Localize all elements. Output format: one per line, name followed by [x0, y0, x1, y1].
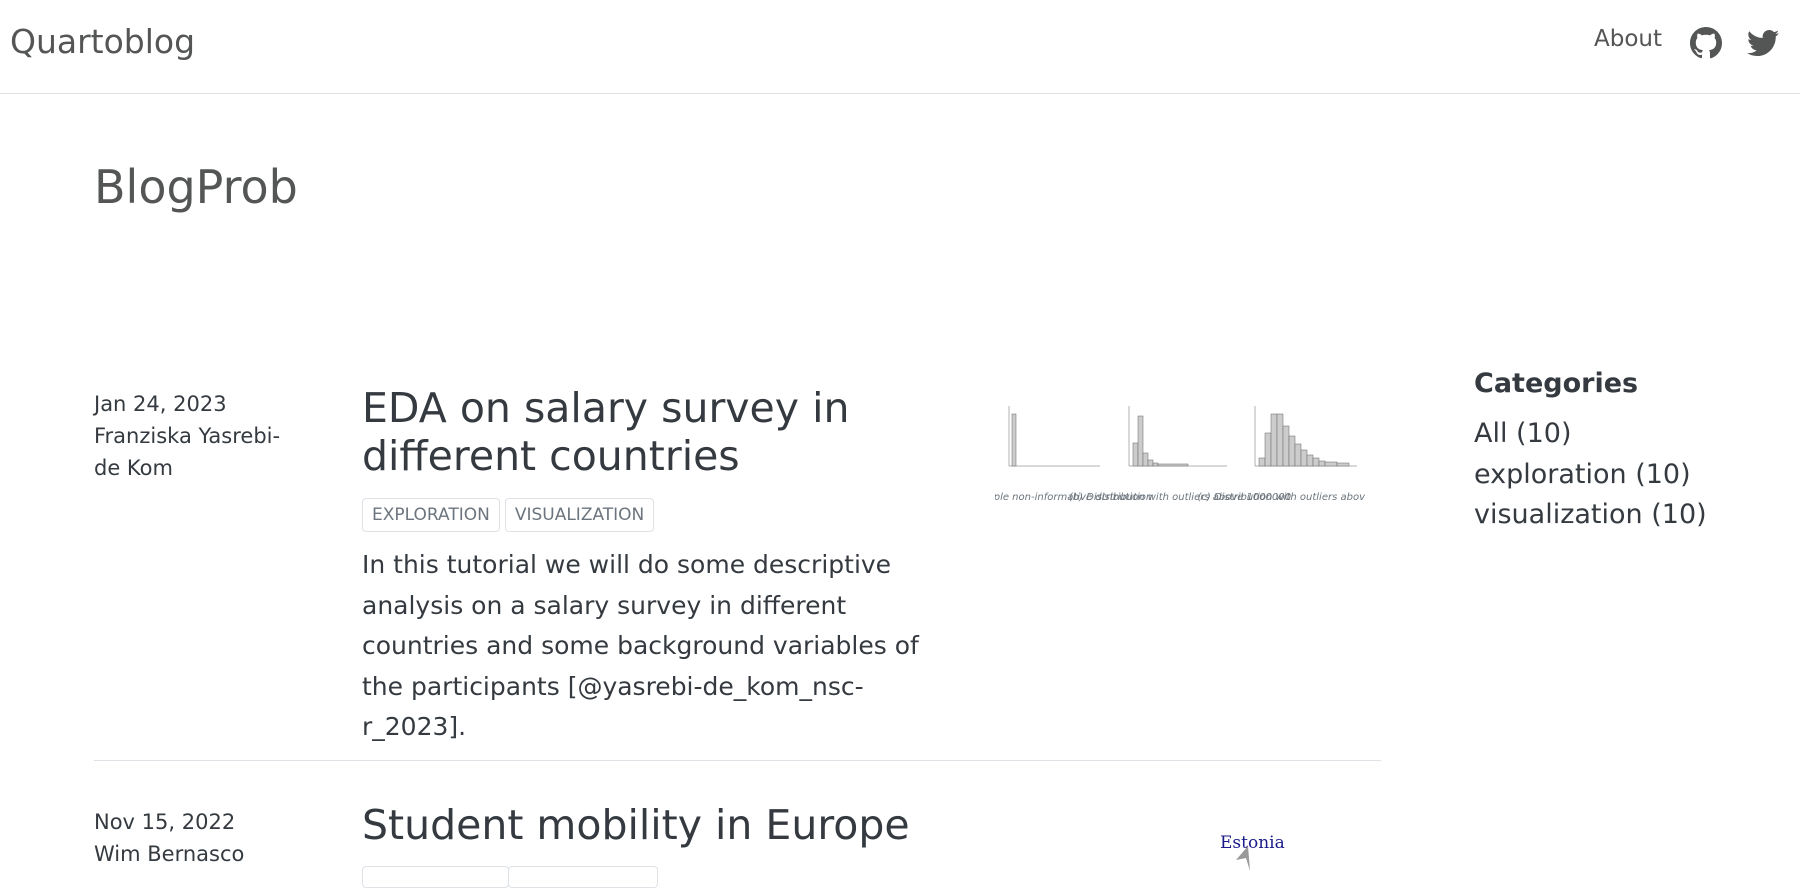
navbar: Quartoblog About	[0, 0, 1800, 94]
post-date: Nov 15, 2022	[94, 810, 236, 834]
sidebar-heading: Categories	[1474, 368, 1639, 399]
map-shape	[1236, 846, 1250, 871]
twitter-icon[interactable]	[1747, 27, 1779, 59]
post-author: Franziska Yasrebi-de Kom	[94, 424, 281, 480]
post-separator	[94, 760, 1381, 761]
tag-list: EXPLORATION VISUALIZATION	[362, 498, 659, 532]
category-tag[interactable]: EXPLORATION	[362, 498, 500, 532]
category-tag[interactable]: VISUALIZATION	[504, 498, 655, 532]
post-title[interactable]: Student mobility in Europe	[362, 801, 910, 849]
post-description: In this tutorial we will do some descrip…	[362, 550, 919, 741]
page-title: BlogProb	[94, 160, 298, 214]
thumbnail-caption: (a) Simple non-informative distribution	[995, 492, 1152, 503]
github-icon[interactable]	[1690, 27, 1722, 59]
histogram-c	[1254, 406, 1357, 467]
post-date: Jan 24, 2023	[94, 392, 227, 416]
histogram-a	[1008, 406, 1100, 467]
nav-link[interactable]: About	[1594, 26, 1663, 52]
histogram-b	[1128, 406, 1227, 467]
post-author: Wim Bernasco	[94, 842, 245, 866]
thumbnail-caption: (b) Distribution with outliers above 100…	[1069, 492, 1291, 503]
category-link[interactable]: exploration (10)	[1474, 459, 1691, 490]
category-link[interactable]: All (10)	[1474, 418, 1572, 449]
category-tag[interactable]	[508, 866, 658, 888]
post-title[interactable]: EDA on salary survey in different countr…	[362, 384, 850, 480]
category-tag[interactable]	[362, 866, 509, 888]
category-link[interactable]: visualization (10)	[1474, 499, 1707, 530]
thumbnail-label: Estonia	[1220, 833, 1285, 853]
brand[interactable]: Quartoblog	[10, 22, 196, 61]
thumbnail-caption: (c) Distribution with outliers above 300…	[1198, 492, 1366, 503]
post-thumbnail: (a) Simple non-informative distribution …	[995, 406, 1366, 503]
